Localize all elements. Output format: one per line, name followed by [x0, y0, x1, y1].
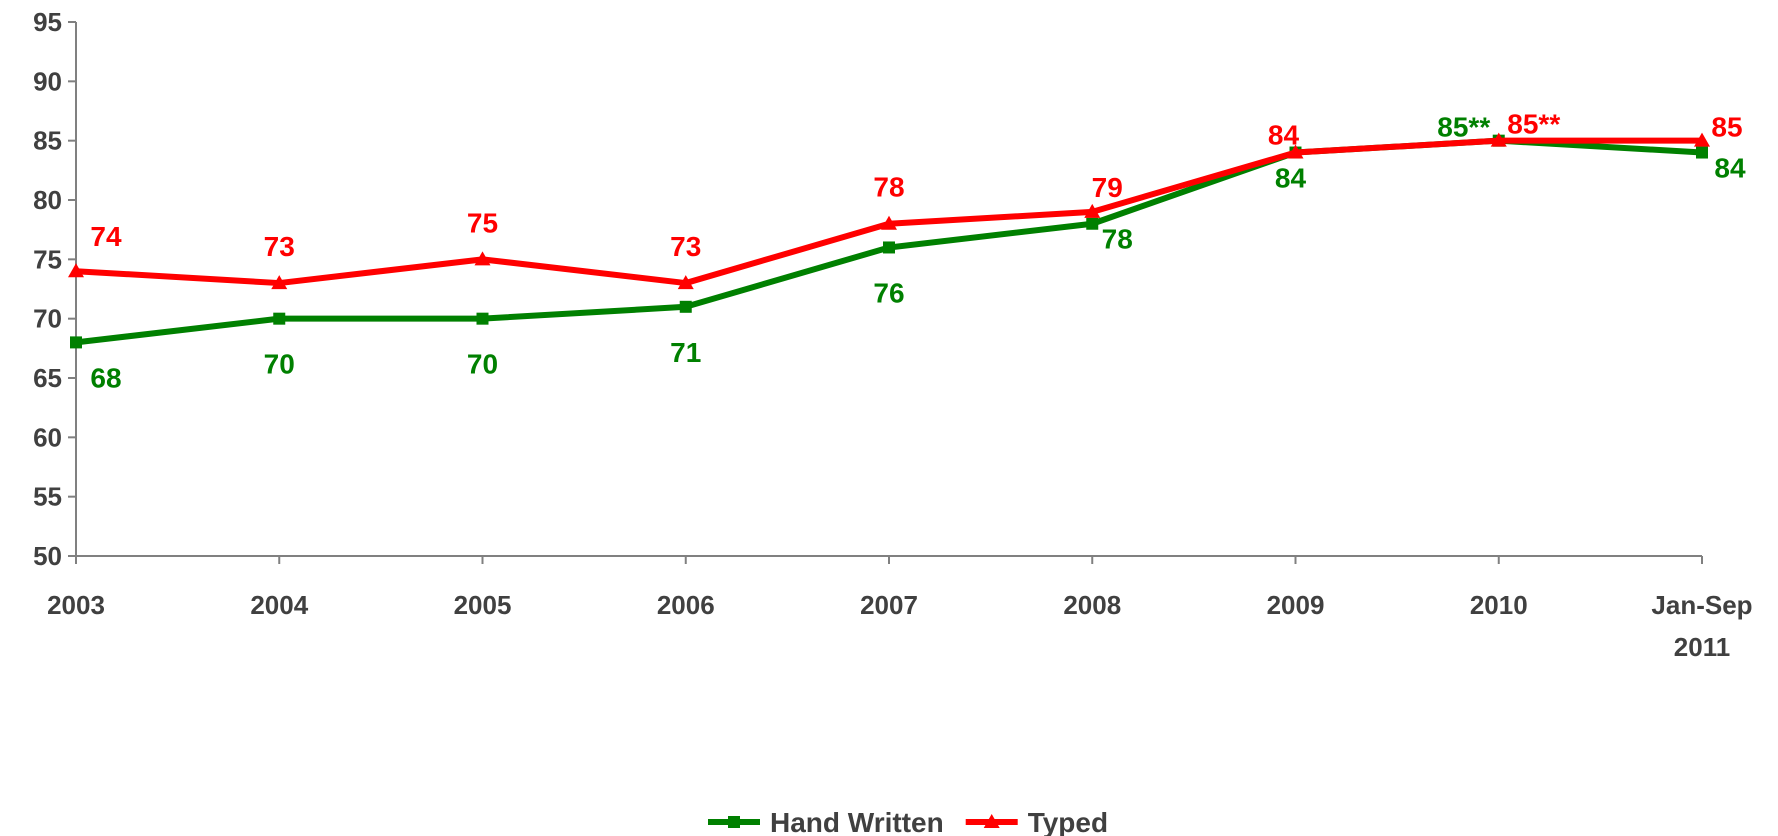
data-point-marker — [476, 312, 489, 325]
data-point-marker — [70, 336, 82, 349]
data-point-marker — [273, 312, 286, 325]
data-label: 68 — [90, 362, 121, 393]
x-tick-label: 2010 — [1470, 590, 1528, 620]
data-label: 84 — [1268, 120, 1300, 151]
data-point-marker — [1084, 203, 1101, 218]
data-label: 75 — [467, 207, 498, 238]
data-point-marker — [1694, 132, 1710, 147]
data-point-marker — [1696, 146, 1708, 159]
legend-label: Typed — [1028, 807, 1108, 836]
x-tick-label: 2011 — [1674, 632, 1730, 662]
data-label: 70 — [467, 349, 498, 380]
y-tick-label: 90 — [33, 66, 62, 96]
data-label: 79 — [1092, 172, 1123, 203]
data-point-marker — [271, 275, 288, 290]
data-point-marker — [883, 241, 895, 254]
x-tick-label: 2007 — [860, 590, 918, 620]
data-label: 76 — [873, 277, 904, 308]
data-label: 71 — [670, 337, 701, 368]
y-tick-label: 65 — [33, 363, 62, 393]
data-label: 85 — [1711, 112, 1742, 143]
series-layer — [68, 132, 1710, 349]
data-point-marker — [68, 263, 84, 278]
data-label: 84 — [1275, 163, 1307, 194]
data-point-marker — [1287, 144, 1304, 159]
y-tick-label: 80 — [33, 185, 62, 215]
series-line-typed — [75, 137, 1702, 287]
legend-swatch-marker — [728, 816, 740, 828]
x-tick-label: 2003 — [47, 590, 105, 620]
data-labels: 68 70 70 71 76 78 84 85** 84 74 73 75 73 78 79 84 85** 85 — [90, 109, 1746, 394]
x-tick-label: 2009 — [1267, 590, 1325, 620]
y-tick-label: 50 — [33, 541, 62, 571]
data-point-marker — [1086, 217, 1099, 230]
legend-label: Hand Written — [770, 807, 944, 836]
data-point-marker — [677, 275, 694, 290]
legend: Hand Written Typed — [708, 807, 1108, 836]
data-point-marker — [1490, 132, 1507, 147]
data-label: 84 — [1714, 153, 1746, 184]
y-tick-label: 85 — [33, 126, 62, 156]
data-label: 78 — [1102, 224, 1133, 255]
legend-swatch-marker — [983, 814, 1000, 828]
data-label: 74 — [90, 221, 122, 252]
x-tick-label: 2008 — [1063, 590, 1121, 620]
y-tick-label: 75 — [33, 244, 62, 274]
data-label: 70 — [264, 349, 295, 380]
x-tick-label: 2004 — [250, 590, 308, 620]
y-tick-label: 60 — [33, 422, 62, 452]
x-tick-label: 2005 — [454, 590, 512, 620]
data-label: 73 — [264, 231, 295, 262]
data-point-marker — [679, 300, 692, 313]
data-point-marker — [881, 215, 897, 230]
y-tick-label: 70 — [33, 304, 62, 334]
data-label: 85** — [1437, 112, 1490, 143]
data-label: 85** — [1507, 109, 1560, 140]
data-label: 73 — [670, 231, 701, 262]
data-point-marker — [474, 251, 491, 266]
y-tick-label: 55 — [33, 482, 62, 512]
x-tick-label: 2006 — [657, 590, 715, 620]
data-label: 78 — [873, 172, 904, 203]
axes: 50 55 60 65 70 75 80 85 90 95 2003 2004 2005 2006 2007… — [33, 7, 1753, 662]
x-tick-label: Jan-Sep — [1651, 590, 1752, 620]
y-tick-label: 95 — [33, 7, 62, 37]
